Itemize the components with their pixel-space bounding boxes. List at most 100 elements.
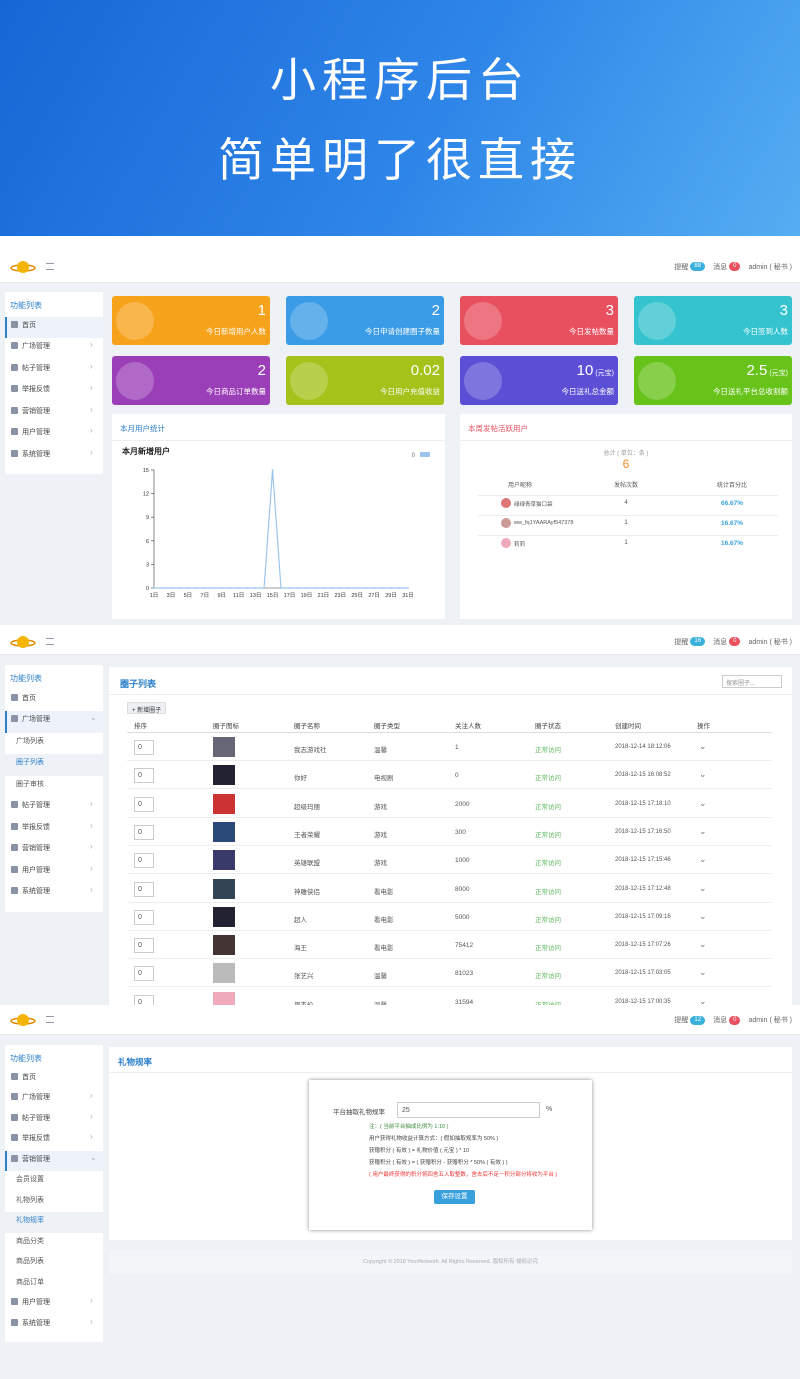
menu-item[interactable]: 广场管理 [22, 716, 50, 723]
sort-input[interactable]: 0 [134, 853, 154, 869]
stat-card [460, 296, 618, 345]
menu-item[interactable]: 系统管理 [22, 450, 50, 458]
menu-item[interactable]: 用户管理 [22, 866, 50, 874]
point [246, 587, 249, 589]
x-tick-label: 17日 [284, 592, 296, 599]
circle-icon [213, 963, 235, 984]
submenu-item[interactable]: 商品列表 [16, 1258, 44, 1265]
menu-toggle[interactable] [46, 262, 54, 270]
menu-item[interactable]: 系统管理 [22, 888, 50, 895]
user-menu[interactable]: admin ( 秘书 ) [748, 1017, 792, 1024]
menu-item[interactable]: 首页 [22, 321, 36, 329]
submenu-item[interactable]: 广场列表 [16, 737, 44, 745]
followers: 75412 [455, 942, 474, 950]
circle-name: 超人 [294, 916, 307, 924]
chevron: › [90, 885, 93, 894]
menu-item[interactable]: 系统管理 [22, 1319, 50, 1327]
y-tick-label: 15 [143, 468, 149, 474]
topbar-item[interactable]: 消息 0 [713, 1015, 741, 1025]
divider [112, 440, 445, 441]
menu-item[interactable]: 广场管理 [22, 343, 50, 350]
topbar-item[interactable]: 提醒 88 [674, 262, 706, 272]
user-menu[interactable]: admin ( 秘书 ) [748, 638, 792, 646]
sort-input[interactable]: 0 [134, 966, 154, 982]
action-toggle[interactable]: ⌄ [699, 769, 707, 780]
menu-item[interactable]: 用户管理 [22, 429, 50, 436]
topbar-item[interactable]: 提醒 16 [674, 637, 706, 647]
search-box[interactable]: 搜索圈子... [722, 675, 782, 688]
submenu-item[interactable]: 商品分类 [16, 1237, 44, 1245]
submenu-active-bg [5, 754, 103, 776]
x-tick-label: 1日 [150, 592, 159, 599]
submenu-item[interactable]: 礼物列表 [16, 1196, 44, 1204]
sort-input[interactable]: 0 [134, 881, 154, 897]
chevron: › [90, 404, 93, 414]
note: 获赠积分 ( 有效 ) = ( 获赠积分 - 获赠积分 * 50% ( 有效 )… [369, 1160, 508, 1166]
submenu-item[interactable]: 礼物规率 [16, 1217, 44, 1224]
menu-item[interactable]: 广场管理 [22, 1094, 50, 1101]
x-tick-label: 31日 [402, 592, 414, 599]
sort-input[interactable]: 0 [134, 740, 154, 755]
action-toggle[interactable]: ⌄ [699, 854, 707, 865]
topbar-item[interactable]: 提醒 12 [674, 1015, 706, 1025]
action-toggle[interactable]: ⌄ [699, 797, 707, 808]
card-value-row: 10 (元宝) [577, 362, 614, 379]
action-toggle[interactable]: ⌄ [699, 995, 707, 1005]
followers: 5000 [455, 913, 470, 921]
circle-type: 温馨 [374, 973, 387, 981]
save-button[interactable]: 保存设置 [434, 1190, 475, 1204]
action-toggle[interactable]: ⌄ [699, 939, 707, 950]
sidebar-title: 功能列表 [10, 301, 42, 310]
menu-item[interactable]: 帖子管理 [22, 1114, 50, 1122]
row-line [127, 901, 772, 903]
sort-input[interactable]: 0 [134, 938, 154, 954]
menu-item[interactable]: 帖子管理 [22, 364, 50, 372]
submenu-item[interactable]: 圈子列表 [16, 759, 44, 766]
action-toggle[interactable]: ⌄ [699, 967, 707, 978]
card-value: 2.5 [746, 362, 768, 379]
circle-type: 看电影 [374, 916, 394, 924]
sort-input[interactable]: 0 [134, 994, 154, 1005]
action-toggle[interactable]: ⌄ [699, 741, 707, 751]
menu-toggle[interactable] [46, 637, 54, 645]
sort-input[interactable]: 0 [134, 768, 154, 784]
menu-item[interactable]: 营销管理 [22, 1155, 50, 1163]
action-toggle[interactable]: ⌄ [699, 882, 707, 893]
topbar-item[interactable]: 消息 0 [713, 262, 741, 272]
rate-input[interactable]: 25 [397, 1102, 540, 1118]
chevron: › [90, 1091, 93, 1100]
menu-item[interactable]: 举报反馈 [22, 823, 50, 831]
card-deco [464, 302, 502, 340]
action-toggle[interactable]: ⌄ [699, 825, 707, 836]
menu-item[interactable]: 营销管理 [22, 407, 50, 415]
menu-icon [11, 406, 18, 414]
panel [112, 414, 445, 619]
menu-item[interactable]: 举报反馈 [22, 386, 50, 393]
circle-type: 游戏 [374, 831, 387, 839]
logo [10, 633, 36, 651]
menu-icon [11, 1134, 18, 1141]
submenu-item[interactable]: 圈子审核 [16, 780, 44, 788]
menu-item[interactable]: 营销管理 [22, 845, 50, 852]
sort-input[interactable]: 0 [134, 796, 154, 812]
menu-item[interactable]: 首页 [22, 694, 36, 702]
menu-item[interactable]: 用户管理 [22, 1299, 50, 1306]
x-tick-label: 5日 [184, 592, 193, 599]
sort-input[interactable]: 0 [134, 909, 154, 925]
submenu-item[interactable]: 商品订单 [16, 1278, 44, 1286]
menu-item[interactable]: 帖子管理 [22, 802, 50, 809]
topbar-item[interactable]: 消息 0 [713, 637, 741, 647]
add-button[interactable]: + 新增圈子 [127, 702, 167, 714]
menu-item[interactable]: 首页 [22, 1073, 36, 1081]
submenu-item[interactable]: 会员设置 [16, 1176, 44, 1183]
menu-icon [11, 1318, 18, 1326]
menu-toggle[interactable] [46, 1016, 54, 1023]
sort-input[interactable]: 0 [134, 824, 154, 840]
action-toggle[interactable]: ⌄ [699, 910, 707, 921]
menu-item[interactable]: 举报反馈 [22, 1135, 50, 1142]
table-header: 操作 [697, 723, 710, 730]
panel-title: 圈子列表 [120, 679, 157, 689]
circle-icon [213, 850, 235, 871]
card-label: 今日商品订单数量 [206, 387, 266, 396]
user-menu[interactable]: admin ( 秘书 ) [748, 263, 792, 271]
